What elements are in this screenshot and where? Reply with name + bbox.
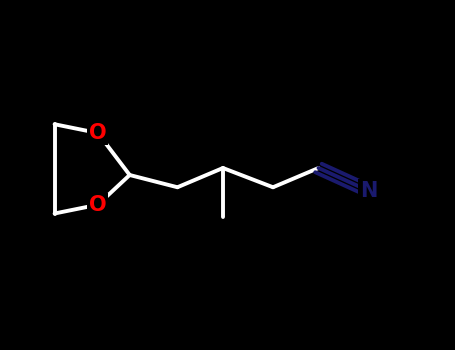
Text: O: O <box>89 195 106 215</box>
Text: N: N <box>360 181 377 201</box>
Text: O: O <box>89 123 106 143</box>
